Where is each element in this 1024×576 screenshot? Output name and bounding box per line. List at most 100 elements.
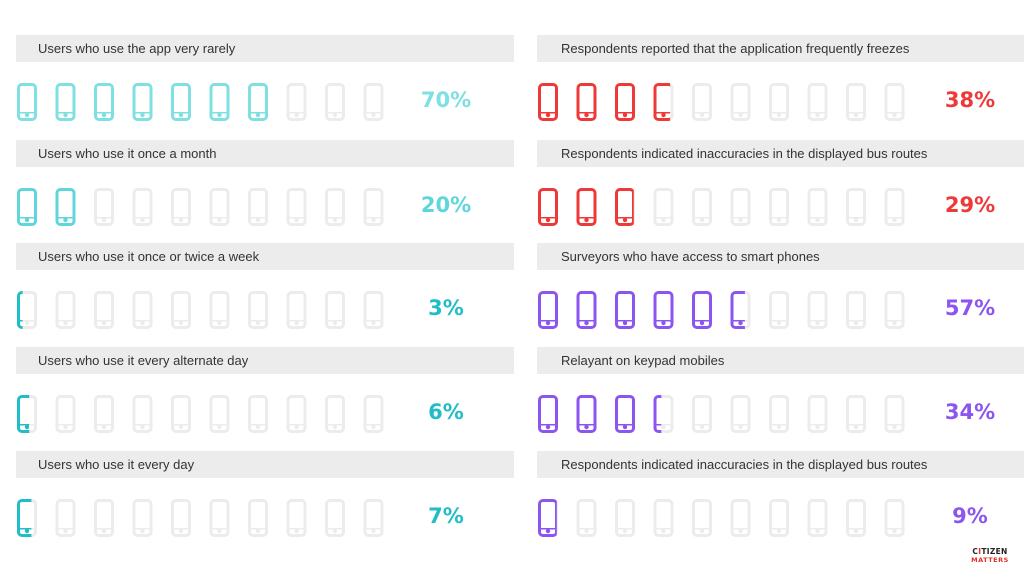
- icon-row: [17, 188, 384, 226]
- smartphone-icon: [286, 291, 307, 329]
- icon-row: [538, 395, 905, 433]
- smartphone-icon: [55, 291, 76, 329]
- smartphone-icon: [615, 395, 635, 433]
- smartphone-icon: [325, 395, 345, 433]
- percentage-value: 6%: [428, 400, 464, 424]
- smartphone-icon: [132, 499, 153, 537]
- smartphone-icon: [286, 395, 307, 433]
- smartphone-icon: [846, 395, 866, 433]
- smartphone-icon: [692, 188, 712, 226]
- smartphone-icon: [286, 499, 307, 537]
- smartphone-icon: [846, 291, 866, 329]
- smartphone-icon: [576, 188, 597, 226]
- smartphone-icon: [55, 499, 76, 537]
- row-label: Users who use the app very rarely: [16, 35, 514, 62]
- smartphone-icon: [209, 188, 230, 226]
- smartphone-icon: [807, 395, 828, 433]
- smartphone-icon: [248, 83, 268, 121]
- row-label: Users who use it every alternate day: [16, 347, 514, 374]
- smartphone-icon: [171, 83, 191, 121]
- smartphone-icon: [209, 83, 230, 121]
- smartphone-icon: [576, 499, 597, 537]
- smartphone-icon: [132, 188, 153, 226]
- smartphone-icon: [94, 395, 114, 433]
- smartphone-icon: [846, 499, 866, 537]
- smartphone-icon: [884, 83, 905, 121]
- smartphone-icon: [325, 188, 345, 226]
- smartphone-icon: [363, 83, 384, 121]
- smartphone-icon: [769, 291, 789, 329]
- smartphone-icon: [807, 291, 828, 329]
- smartphone-icon: [132, 291, 153, 329]
- smartphone-icon: [730, 395, 751, 433]
- smartphone-icon: [209, 291, 230, 329]
- smartphone-icon: [94, 188, 114, 226]
- smartphone-icon: [884, 291, 905, 329]
- icon-row: [538, 188, 905, 226]
- smartphone-icon: [132, 83, 153, 121]
- row-label: Surveyors who have access to smart phone…: [537, 243, 1024, 270]
- citizen-matters-logo: CITIZEN MATTERS: [971, 547, 1009, 565]
- smartphone-icon: [538, 188, 558, 226]
- smartphone-icon: [94, 291, 114, 329]
- smartphone-icon: [248, 291, 268, 329]
- smartphone-icon: [615, 499, 635, 537]
- smartphone-icon: [846, 188, 866, 226]
- smartphone-icon: [132, 395, 153, 433]
- smartphone-icon: [363, 499, 384, 537]
- smartphone-icon: [692, 83, 712, 121]
- smartphone-icon: [615, 291, 635, 329]
- icon-row: [538, 499, 905, 537]
- smartphone-icon: [17, 395, 37, 433]
- percentage-value: 29%: [944, 193, 996, 217]
- icon-row: [17, 499, 384, 537]
- smartphone-icon: [286, 188, 307, 226]
- smartphone-icon: [363, 291, 384, 329]
- smartphone-icon: [248, 395, 268, 433]
- smartphone-icon: [576, 291, 597, 329]
- smartphone-icon: [846, 83, 866, 121]
- smartphone-icon: [730, 291, 751, 329]
- smartphone-icon: [692, 291, 712, 329]
- icon-row: [17, 83, 384, 121]
- smartphone-icon: [884, 499, 905, 537]
- smartphone-icon: [692, 499, 712, 537]
- percentage-value: 70%: [420, 88, 472, 112]
- smartphone-icon: [248, 188, 268, 226]
- smartphone-icon: [325, 83, 345, 121]
- smartphone-icon: [730, 499, 751, 537]
- row-label: Relayant on keypad mobiles: [537, 347, 1024, 374]
- smartphone-icon: [55, 188, 76, 226]
- smartphone-icon: [538, 499, 558, 537]
- icon-row: [538, 83, 905, 121]
- row-label: Users who use it once or twice a week: [16, 243, 514, 270]
- smartphone-icon: [615, 83, 635, 121]
- percentage-value: 3%: [428, 296, 464, 320]
- percentage-value: 57%: [944, 296, 996, 320]
- smartphone-icon: [807, 499, 828, 537]
- smartphone-icon: [248, 499, 268, 537]
- smartphone-icon: [286, 83, 307, 121]
- smartphone-icon: [807, 188, 828, 226]
- smartphone-icon: [769, 83, 789, 121]
- smartphone-icon: [653, 188, 674, 226]
- smartphone-icon: [730, 83, 751, 121]
- icon-row: [538, 291, 905, 329]
- smartphone-icon: [538, 83, 558, 121]
- smartphone-icon: [55, 83, 76, 121]
- smartphone-icon: [171, 395, 191, 433]
- row-label: Users who use it once a month: [16, 140, 514, 167]
- percentage-value: 34%: [944, 400, 996, 424]
- smartphone-icon: [615, 188, 635, 226]
- row-label: Respondents indicated inaccuracies in th…: [537, 451, 1024, 478]
- smartphone-icon: [325, 291, 345, 329]
- smartphone-icon: [692, 395, 712, 433]
- smartphone-icon: [171, 188, 191, 226]
- smartphone-icon: [363, 395, 384, 433]
- smartphone-icon: [769, 188, 789, 226]
- smartphone-icon: [653, 83, 674, 121]
- smartphone-icon: [209, 395, 230, 433]
- percentage-value: 7%: [428, 504, 464, 528]
- smartphone-icon: [653, 395, 674, 433]
- smartphone-icon: [730, 188, 751, 226]
